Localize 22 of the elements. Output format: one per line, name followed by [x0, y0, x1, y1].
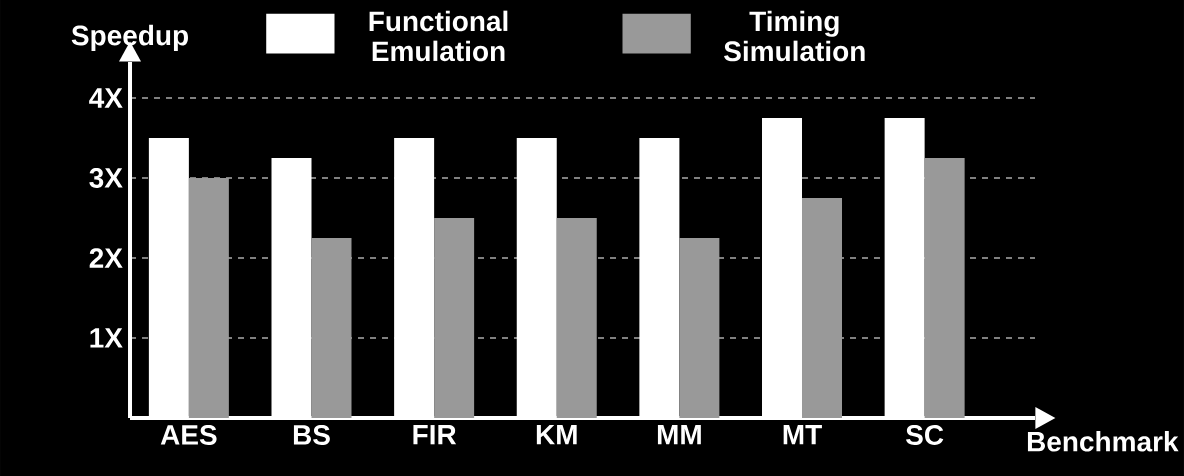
y-tick-label: 3X	[89, 168, 123, 188]
bar	[924, 157, 965, 418]
x-tick-label: AES	[160, 425, 217, 445]
x-tick-label: KM	[536, 425, 577, 445]
bar	[311, 237, 352, 418]
y-tick-label: 4X	[89, 88, 123, 108]
legend-label: Functional Emulation	[369, 10, 508, 62]
x-axis-title: Benchmark	[1027, 431, 1179, 452]
bar	[434, 218, 475, 418]
x-tick-label: BS	[293, 425, 330, 445]
bar	[556, 218, 597, 418]
y-tick-label: 1X	[90, 328, 123, 348]
x-tick-label: FIR	[413, 425, 457, 445]
y-axis-title: Speedup	[71, 24, 188, 51]
bar	[188, 178, 229, 418]
bar	[802, 197, 842, 418]
bar	[679, 237, 720, 418]
x-tick-label: MT	[783, 425, 822, 445]
y-tick-label: 2X	[89, 248, 123, 268]
legend-label: Timing Simulation	[724, 10, 865, 62]
x-tick-label: MM	[657, 425, 701, 445]
x-tick-label: SC	[906, 425, 944, 445]
